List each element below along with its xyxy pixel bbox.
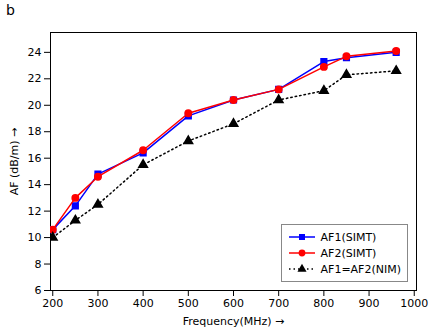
svg-text:700: 700: [268, 297, 289, 310]
svg-text:AF (dB/m) →: AF (dB/m) →: [8, 128, 21, 196]
svg-text:18: 18: [28, 125, 42, 138]
svg-text:600: 600: [223, 297, 244, 310]
svg-text:900: 900: [359, 297, 380, 310]
html-text:b: b: [6, 2, 15, 18]
svg-text:Frequency(MHz) →: Frequency(MHz) →: [183, 315, 285, 328]
svg-text:1000: 1000: [400, 297, 428, 310]
svg-text:8: 8: [35, 258, 42, 271]
html-text:AF1(SIMT): AF1(SIMT): [320, 230, 377, 244]
svg-text:22: 22: [28, 72, 42, 85]
svg-text:6: 6: [35, 284, 42, 297]
svg-text:500: 500: [178, 297, 199, 310]
svg-text:10: 10: [28, 231, 42, 244]
svg-text:400: 400: [133, 297, 154, 310]
svg-text:200: 200: [42, 297, 63, 310]
svg-text:16: 16: [28, 152, 42, 165]
svg-text:24: 24: [28, 46, 42, 59]
svg-text:300: 300: [87, 297, 108, 310]
svg-text:800: 800: [313, 297, 334, 310]
html-text:AF2(SIMT): AF2(SIMT): [320, 246, 377, 260]
svg-text:20: 20: [28, 99, 42, 112]
svg-text:12: 12: [28, 205, 42, 218]
html-text:AF1=AF2(NIM): AF1=AF2(NIM): [320, 262, 401, 276]
svg-text:14: 14: [28, 178, 42, 191]
